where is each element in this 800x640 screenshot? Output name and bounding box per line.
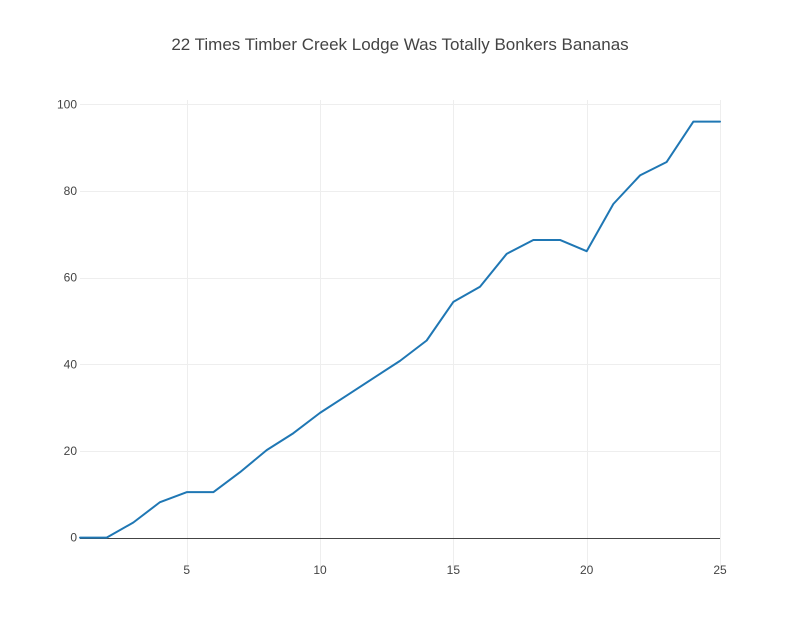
y-tick-label-80: 80 — [64, 184, 78, 198]
x-tick-label-10: 10 — [313, 563, 327, 577]
grid-layer — [80, 100, 721, 568]
axis-layer: 5 10 15 20 25 0 20 40 60 80 100 — [57, 97, 727, 577]
y-tick-label-20: 20 — [64, 444, 78, 458]
chart-title: 22 Times Timber Creek Lodge Was Totally … — [171, 35, 628, 54]
y-tick-label-40: 40 — [64, 357, 78, 371]
y-tick-label-60: 60 — [64, 271, 78, 285]
series-layer — [79, 120, 721, 539]
y-tick-label-0: 0 — [70, 531, 77, 545]
series-line-0 — [79, 120, 721, 539]
y-tick-label-100: 100 — [57, 97, 77, 111]
x-tick-label-20: 20 — [580, 563, 594, 577]
x-tick-label-25: 25 — [713, 563, 727, 577]
x-tick-label-5: 5 — [183, 563, 190, 577]
x-tick-label-15: 15 — [447, 563, 461, 577]
